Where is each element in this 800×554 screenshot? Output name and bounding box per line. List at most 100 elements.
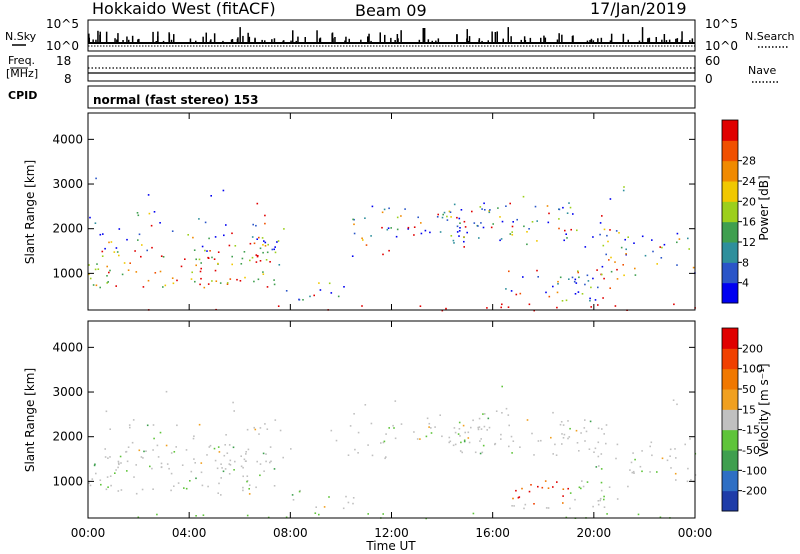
data-pixel (453, 203, 456, 206)
data-pixel (271, 248, 274, 251)
data-pixel (222, 470, 225, 473)
data-pixel (101, 255, 104, 257)
data-pixel (562, 424, 565, 426)
data-pixel (233, 410, 235, 412)
data-pixel (632, 452, 634, 454)
data-pixel (488, 211, 491, 214)
data-pixel (672, 399, 675, 401)
noise-bar (264, 40, 266, 43)
data-pixel (106, 265, 108, 268)
data-pixel (125, 450, 128, 453)
colorbar-frame (721, 327, 739, 512)
data-pixel (518, 496, 521, 498)
data-pixel (633, 472, 635, 474)
noise-bar (162, 40, 165, 43)
data-pixel (584, 440, 586, 442)
data-pixel (224, 444, 226, 446)
data-pixel (88, 264, 90, 266)
data-pixel (576, 229, 578, 232)
data-pixel (456, 225, 459, 228)
data-pixel (600, 481, 603, 484)
data-pixel (105, 488, 108, 491)
data-pixel (255, 224, 257, 227)
data-pixel (164, 284, 167, 287)
data-pixel (540, 439, 542, 442)
data-pixel (585, 430, 588, 433)
data-pixel (353, 218, 355, 221)
data-pixel (688, 248, 690, 250)
noise-bar (556, 39, 559, 43)
data-pixel (484, 209, 486, 211)
data-pixel (99, 286, 101, 289)
data-pixel (633, 242, 635, 244)
data-pixel (641, 470, 643, 473)
data-pixel (216, 467, 219, 470)
data-pixel (101, 250, 104, 253)
data-pixel (620, 246, 623, 249)
data-pixel (209, 250, 211, 252)
data-pixel (126, 238, 128, 241)
noise-bar (390, 37, 392, 43)
data-pixel (505, 288, 507, 290)
data-pixel (448, 436, 451, 439)
noise-bar (487, 40, 489, 43)
data-pixel (224, 468, 227, 470)
data-pixel (302, 299, 304, 301)
data-pixel (597, 286, 599, 289)
data-pixel (536, 240, 538, 242)
data-pixel (522, 276, 524, 278)
data-pixel (459, 450, 462, 452)
colorbar-swatch (722, 181, 738, 202)
data-pixel (430, 427, 432, 429)
time-tick-label: 16:00 (475, 526, 510, 540)
data-pixel (240, 263, 243, 265)
data-pixel (589, 420, 592, 423)
data-pixel (652, 250, 654, 253)
velocity-colorbar-label: Velocity [m s⁻¹] (757, 363, 771, 456)
data-pixel (364, 404, 367, 406)
noise-bar (681, 31, 683, 43)
data-pixel (146, 424, 149, 427)
data-pixel (661, 246, 663, 249)
noise-bar (523, 36, 526, 43)
data-pixel (590, 286, 592, 289)
data-pixel (173, 451, 176, 453)
data-pixel (96, 263, 98, 265)
data-pixel (93, 464, 96, 467)
data-pixel (252, 223, 254, 226)
freq-label-1: Freq. (8, 54, 35, 67)
data-pixel (199, 270, 202, 273)
data-pixel (217, 251, 220, 253)
data-pixel (598, 465, 600, 467)
noise-bar (456, 34, 458, 43)
data-pixel (472, 419, 474, 422)
data-pixel (450, 235, 453, 237)
data-pixel (478, 426, 481, 428)
y-tick-label: 2000 (52, 222, 83, 236)
power-heatmap (88, 177, 696, 312)
data-pixel (273, 485, 276, 487)
data-pixel (568, 436, 571, 438)
data-pixel (468, 441, 471, 444)
power-colorbar-label: Power [dB] (757, 175, 771, 240)
noise-bar (88, 33, 90, 43)
data-pixel (634, 267, 636, 270)
data-pixel (318, 282, 320, 284)
noise-bar (590, 38, 593, 43)
data-pixel (248, 484, 251, 486)
data-pixel (239, 280, 242, 282)
data-pixel (595, 466, 598, 468)
data-pixel (488, 210, 490, 212)
colorbar-tick-label: 100 (742, 363, 763, 376)
nave-tick-bottom: 0 (705, 72, 713, 86)
data-pixel (577, 291, 580, 293)
data-pixel (580, 432, 582, 434)
data-pixel (482, 226, 485, 229)
data-pixel (206, 454, 208, 456)
data-pixel (434, 426, 436, 428)
data-pixel (463, 236, 465, 239)
data-pixel (89, 277, 92, 280)
noise-bar (318, 38, 321, 43)
data-pixel (384, 457, 386, 460)
data-pixel (109, 475, 112, 477)
